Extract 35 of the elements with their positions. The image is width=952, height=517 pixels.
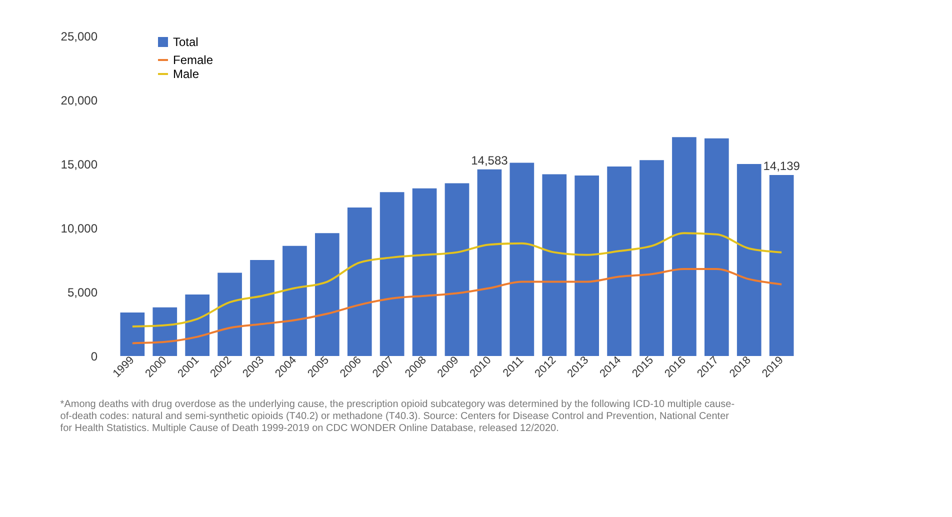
bar — [736, 164, 762, 356]
bar — [218, 272, 242, 356]
data-label: 14,583 — [471, 153, 508, 168]
y-tick-label: 25,000 — [60, 30, 98, 44]
bar — [347, 208, 372, 356]
bar — [152, 307, 178, 356]
bar — [380, 192, 404, 356]
bar — [185, 294, 210, 356]
y-tick-label: 15,000 — [60, 158, 98, 172]
line-series — [131, 268, 783, 344]
bar — [510, 162, 534, 356]
bar — [412, 188, 437, 356]
bar — [314, 233, 340, 356]
text: *Among deaths with drug overdose as the underlying cause, the prescription opioid subcategory was determined by the following ICD-10 multiple cause-of-death codes: natural and semi-synthetic opioids (T40.2) or methadone (T40.3). Source: Centers for Disease Control and Prevention, National Center for Health Statistics. Multiple Cause of Death 1999-2019 on CDC WONDER Online Database, released 12/2020. — [60, 398, 735, 434]
legend-label: Total — [173, 35, 198, 49]
y-tick-label: 20,000 — [60, 94, 98, 108]
bar — [640, 160, 664, 356]
y-tick-label: 5,000 — [67, 286, 98, 300]
bar — [672, 137, 696, 356]
bar — [542, 174, 567, 356]
legend-label: Female — [173, 53, 214, 67]
bar — [477, 169, 502, 356]
bar — [250, 260, 274, 356]
y-tick-label: 0 — [90, 350, 98, 364]
bar — [769, 175, 794, 356]
bar — [574, 176, 600, 356]
bar — [282, 246, 307, 356]
y-tick-label: 10,000 — [60, 222, 98, 236]
bar — [704, 138, 729, 356]
legend-label: Male — [173, 67, 200, 81]
line-series — [131, 232, 783, 328]
bar — [607, 166, 632, 356]
bar — [444, 183, 470, 356]
bar — [120, 312, 145, 356]
data-label: 14,139 — [763, 159, 800, 174]
